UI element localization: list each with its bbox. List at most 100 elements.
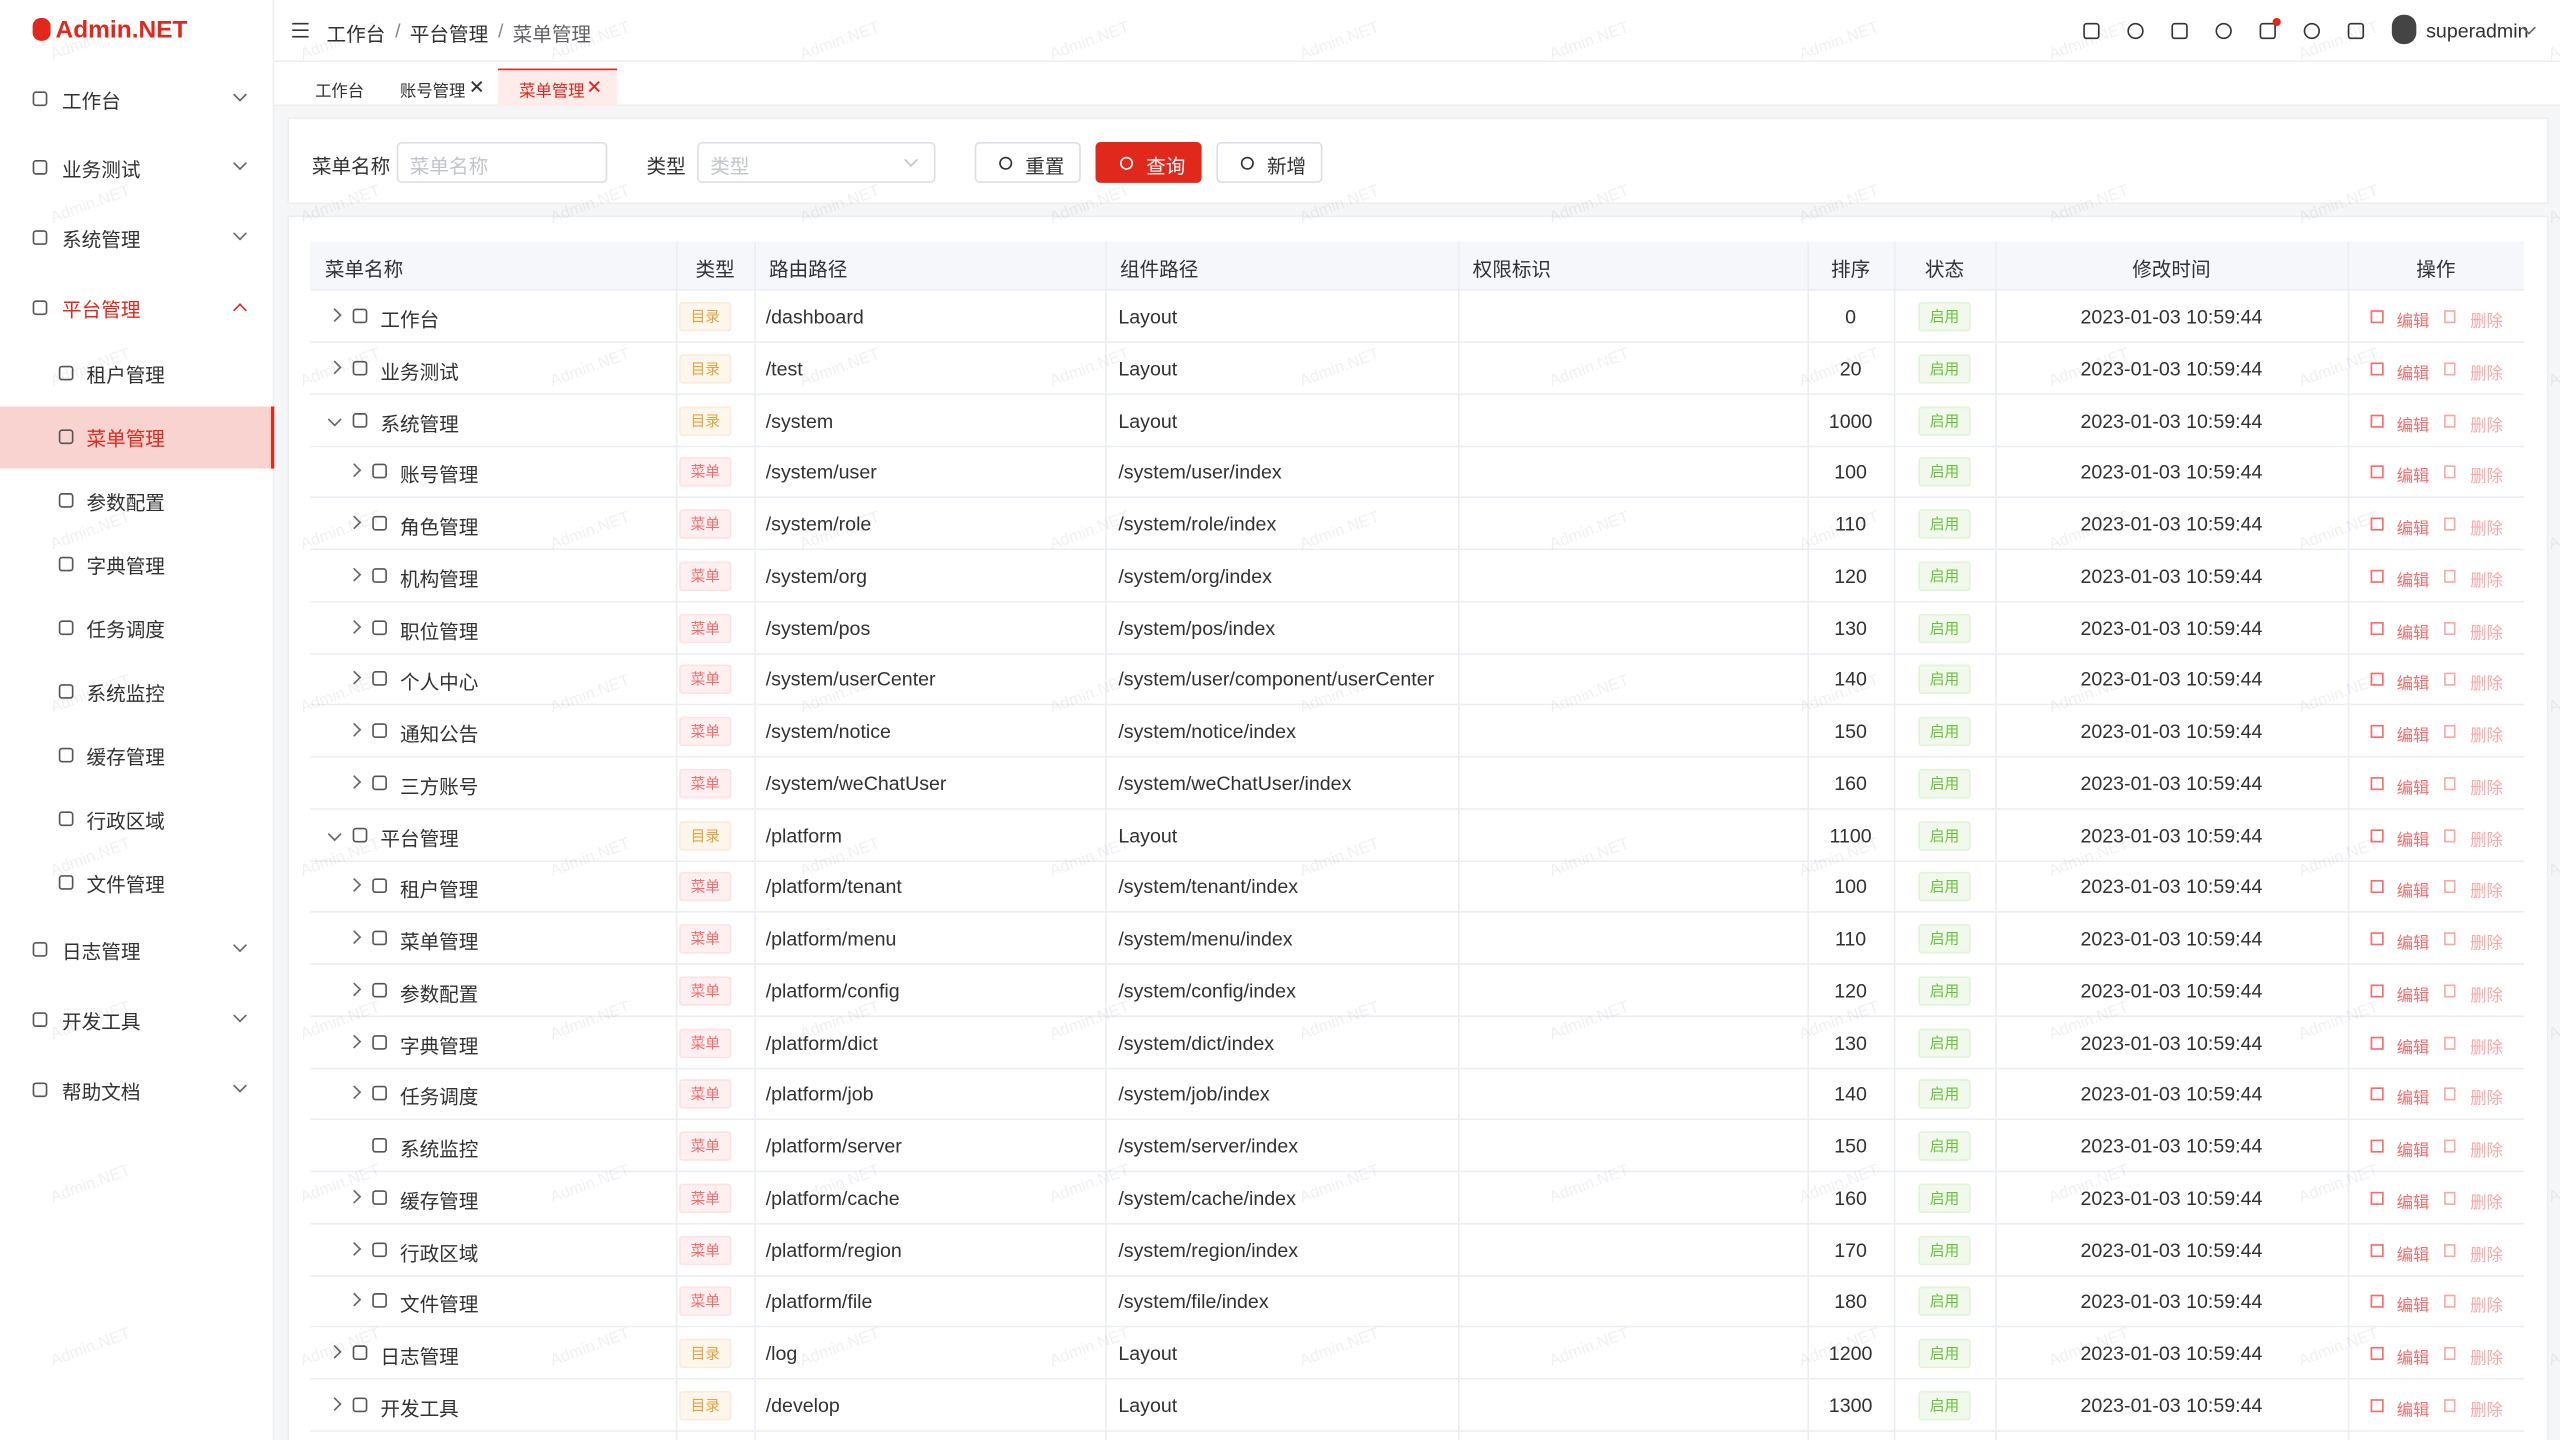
menu-item[interactable]: 工作台	[62, 89, 121, 113]
button-text[interactable]: 查询	[1146, 155, 1186, 178]
edit-button[interactable]: 编辑	[2396, 883, 2430, 902]
delete-button[interactable]: 删除	[2470, 728, 2503, 747]
submenu-item[interactable]: 系统监控	[86, 682, 165, 706]
delete-button[interactable]: 删除	[2470, 1246, 2503, 1265]
submenu-item[interactable]: 菜单管理	[86, 427, 165, 451]
expand-toggle[interactable]	[327, 308, 342, 323]
toolbar-icon[interactable]	[2083, 22, 2100, 40]
menu-item[interactable]: 帮助文档	[62, 1080, 141, 1104]
expand-toggle[interactable]	[347, 1189, 362, 1204]
edit-button[interactable]: 编辑	[2396, 1142, 2430, 1161]
delete-button[interactable]: 删除	[2470, 365, 2503, 384]
edit-button[interactable]: 编辑	[2396, 935, 2430, 954]
expand-toggle[interactable]	[347, 567, 362, 582]
delete-button[interactable]: 删除	[2470, 417, 2503, 436]
expand-toggle[interactable]	[327, 1344, 342, 1359]
edit-button[interactable]: 编辑	[2396, 520, 2430, 539]
toolbar-icon[interactable]	[2303, 22, 2320, 40]
expand-toggle[interactable]	[347, 930, 362, 945]
delete-button[interactable]: 删除	[2470, 520, 2503, 539]
edit-button[interactable]: 编辑	[2396, 624, 2430, 643]
expand-toggle[interactable]	[327, 826, 342, 841]
delete-button[interactable]: 删除	[2470, 313, 2503, 332]
tab[interactable]: 菜单管理	[519, 83, 585, 102]
submenu-item[interactable]: 行政区域	[86, 809, 165, 833]
expand-toggle[interactable]	[347, 722, 362, 737]
delete-button[interactable]: 删除	[2470, 831, 2503, 850]
submenu-item[interactable]: 任务调度	[86, 618, 165, 642]
edit-button[interactable]: 编辑	[2396, 676, 2430, 695]
edit-button[interactable]: 编辑	[2396, 831, 2430, 850]
toolbar-icon[interactable]	[2259, 22, 2276, 40]
expand-toggle[interactable]	[347, 1085, 362, 1100]
delete-button[interactable]: 删除	[2470, 1091, 2503, 1109]
delete-button[interactable]: 删除	[2470, 676, 2503, 695]
tab-close[interactable]	[470, 73, 483, 93]
expand-toggle[interactable]	[347, 878, 362, 893]
expand-toggle[interactable]	[347, 671, 362, 685]
expand-toggle[interactable]	[347, 1241, 362, 1256]
expand-toggle[interactable]	[347, 515, 362, 530]
edit-button[interactable]: 编辑	[2396, 417, 2430, 436]
edit-button[interactable]: 编辑	[2396, 1298, 2430, 1317]
submenu-item[interactable]: 缓存管理	[86, 746, 165, 769]
menu-item[interactable]: 业务测试	[62, 158, 141, 182]
button-text[interactable]: 新增	[1266, 155, 1307, 178]
delete-button[interactable]: 删除	[2470, 935, 2503, 954]
tab[interactable]: 账号管理	[399, 83, 466, 102]
edit-button[interactable]: 编辑	[2396, 1246, 2430, 1265]
delete-button[interactable]: 删除	[2470, 1298, 2503, 1317]
delete-button[interactable]: 删除	[2470, 987, 2503, 1006]
edit-button[interactable]: 编辑	[2396, 987, 2430, 1006]
edit-button[interactable]: 编辑	[2396, 728, 2430, 747]
expand-toggle[interactable]	[327, 411, 342, 426]
expand-toggle[interactable]	[347, 982, 362, 996]
delete-button[interactable]: 删除	[2470, 883, 2503, 902]
delete-button[interactable]: 删除	[2470, 1039, 2503, 1058]
menu-item[interactable]: 系统管理	[62, 228, 141, 252]
button-text[interactable]: 重置	[1025, 155, 1065, 178]
delete-button[interactable]: 删除	[2470, 1350, 2503, 1369]
expand-toggle[interactable]	[347, 463, 362, 478]
expand-toggle[interactable]	[347, 774, 362, 789]
menu-toggle[interactable]	[292, 22, 309, 38]
toolbar-icon[interactable]	[2127, 22, 2144, 40]
tab[interactable]: 工作台	[315, 83, 365, 102]
toolbar-icon[interactable]	[2347, 22, 2365, 40]
expand-toggle[interactable]	[327, 1396, 342, 1411]
submenu-item[interactable]: 租户管理	[86, 364, 165, 387]
avatar[interactable]	[2391, 14, 2417, 45]
edit-button[interactable]: 编辑	[2396, 1194, 2430, 1213]
expand-toggle[interactable]	[327, 360, 342, 374]
toolbar-icon[interactable]	[2215, 22, 2232, 40]
edit-button[interactable]: 编辑	[2396, 1402, 2430, 1420]
delete-button[interactable]: 删除	[2470, 1402, 2503, 1420]
button[interactable]	[974, 142, 1081, 183]
delete-button[interactable]: 删除	[2470, 1194, 2503, 1213]
select-box[interactable]	[697, 142, 936, 183]
delete-button[interactable]: 删除	[2470, 572, 2503, 591]
button[interactable]	[1095, 142, 1202, 183]
tab-close[interactable]	[588, 73, 601, 93]
edit-button[interactable]: 编辑	[2396, 365, 2430, 384]
expand-toggle[interactable]	[347, 1293, 362, 1307]
delete-button[interactable]: 删除	[2470, 780, 2503, 798]
button[interactable]	[1216, 142, 1323, 183]
edit-button[interactable]: 编辑	[2396, 313, 2430, 332]
submenu-item[interactable]: 文件管理	[86, 873, 165, 897]
edit-button[interactable]: 编辑	[2396, 780, 2430, 798]
breadcrumb-item[interactable]: 平台管理	[409, 22, 489, 46]
edit-button[interactable]: 编辑	[2396, 1091, 2430, 1109]
menu-item[interactable]: 日志管理	[62, 940, 141, 964]
edit-button[interactable]: 编辑	[2396, 572, 2430, 591]
edit-button[interactable]: 编辑	[2396, 468, 2430, 487]
submenu-item[interactable]: 字典管理	[86, 555, 165, 578]
edit-button[interactable]: 编辑	[2396, 1039, 2430, 1058]
user-name[interactable]: superadmin	[2426, 19, 2529, 43]
delete-button[interactable]: 删除	[2470, 468, 2503, 487]
input-box[interactable]	[396, 142, 608, 183]
submenu-item[interactable]: 参数配置	[86, 491, 165, 515]
menu-item[interactable]: 开发工具	[62, 1010, 141, 1034]
breadcrumb-item[interactable]: 工作台	[326, 22, 386, 46]
delete-button[interactable]: 删除	[2470, 624, 2503, 643]
